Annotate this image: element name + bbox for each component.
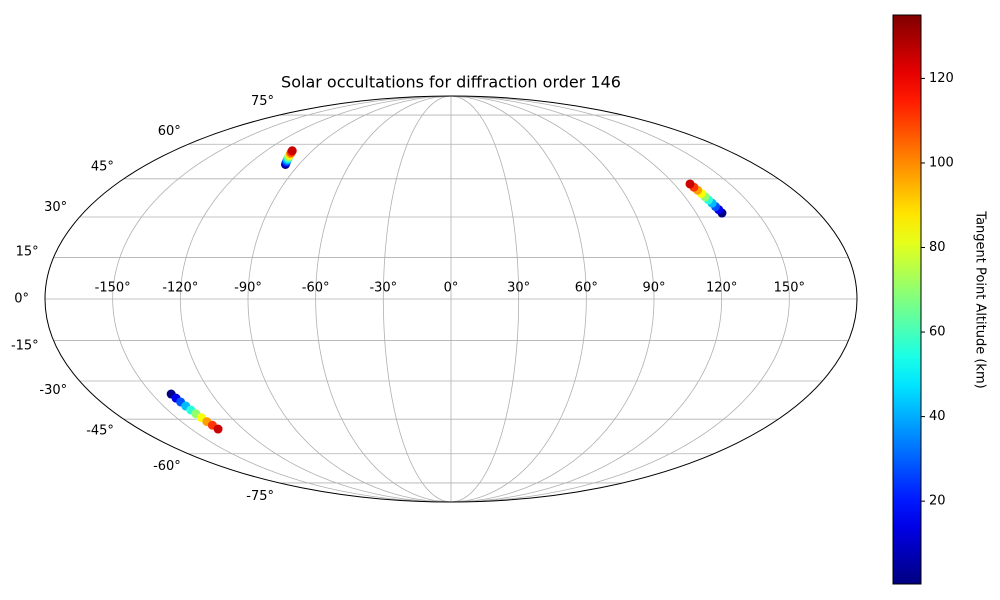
x-tick-label: 120° <box>706 281 737 296</box>
y-tick-label: 30° <box>44 200 67 215</box>
point <box>685 179 695 189</box>
x-tick-label: -60° <box>302 281 330 296</box>
map-frame <box>44 95 858 503</box>
chart-title: Solar occultations for diffraction order… <box>281 73 621 92</box>
y-tick-label: -75° <box>246 489 274 504</box>
y-tick-label: 45° <box>91 160 114 175</box>
x-tick-label: -120° <box>162 281 198 296</box>
y-tick-label: 60° <box>158 124 181 139</box>
x-tick-label: 30° <box>507 281 530 296</box>
y-tick-label: 15° <box>16 245 39 260</box>
point <box>287 146 297 156</box>
colorbar-tick-label: 100 <box>929 155 954 170</box>
y-tick-label: -45° <box>86 423 114 438</box>
y-tick-label: 75° <box>251 94 274 109</box>
x-tick-label: -30° <box>369 281 397 296</box>
x-tick-label: 60° <box>575 281 598 296</box>
x-tick-label: 150° <box>774 281 805 296</box>
colorbar-tick-label: 20 <box>929 494 946 509</box>
grid <box>45 96 857 502</box>
x-tick-label: 90° <box>642 281 665 296</box>
y-tick-label: -60° <box>153 459 181 474</box>
x-tick-label: -90° <box>234 281 262 296</box>
point <box>213 424 223 434</box>
x-tick-label: -150° <box>95 281 131 296</box>
y-tick-label: -15° <box>11 338 39 353</box>
colorbar-label: Tangent Point Altitude (km) <box>973 210 988 388</box>
colorbar-tick-label: 60 <box>929 325 946 340</box>
y-tick-label: 0° <box>14 292 29 307</box>
points <box>166 146 727 434</box>
colorbar <box>892 14 922 585</box>
y-tick-label: -30° <box>39 383 67 398</box>
colorbar-tick-label: 40 <box>929 409 946 424</box>
colorbar-tick-label: 80 <box>929 240 946 255</box>
colorbar-tick-label: 120 <box>929 71 954 86</box>
x-tick-label: 0° <box>444 281 459 296</box>
